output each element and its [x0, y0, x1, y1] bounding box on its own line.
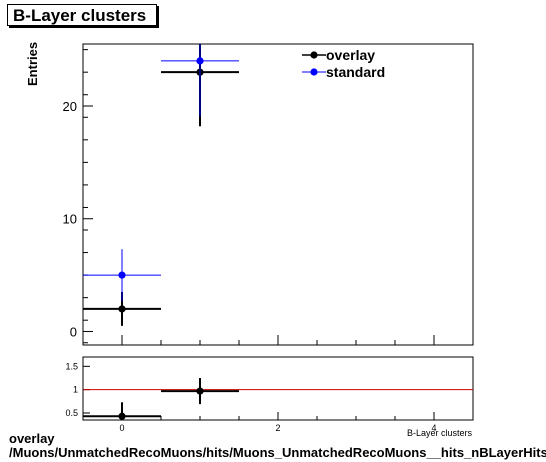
- footer-line-2: /Muons/UnmatchedRecoMuons/hits/Muons_Unm…: [9, 445, 546, 460]
- legend-overlay-label: overlay: [326, 47, 375, 63]
- ratio-point: [118, 412, 126, 420]
- y-tick-label: 20: [63, 99, 77, 114]
- main-plot-frame: [82, 43, 474, 346]
- x-tick-label: 4: [431, 423, 436, 433]
- legend-standard-marker: [310, 68, 318, 76]
- y-tick-label: 0: [70, 324, 77, 339]
- chart-title: B-Layer clusters: [7, 4, 157, 26]
- standard-point: [196, 57, 204, 65]
- ratio-plot-frame: [82, 356, 474, 421]
- main-data-marks: [83, 44, 239, 326]
- ratio-point: [196, 387, 204, 395]
- footer-caption: overlay /Muons/UnmatchedRecoMuons/hits/M…: [9, 432, 546, 460]
- footer-line-1: overlay: [9, 431, 55, 446]
- x-tick-label: 0: [119, 423, 124, 433]
- y-tick-label: 10: [63, 212, 77, 227]
- ratio-y-tick-label: 1: [73, 385, 78, 395]
- ratio-axes: 0.5 1 1.5 0 2 4: [65, 361, 474, 433]
- x-axis-title: B-Layer clusters: [407, 428, 473, 438]
- main-axes: 0 10 20: [63, 49, 474, 345]
- legend-overlay-marker: [310, 51, 318, 59]
- ratio-y-tick-label: 1.5: [65, 361, 78, 371]
- legend: overlay standard: [302, 47, 385, 80]
- x-tick-label: 2: [275, 423, 280, 433]
- legend-standard-label: standard: [326, 64, 385, 80]
- ratio-y-tick-label: 0.5: [65, 408, 78, 418]
- overlay-point: [118, 305, 126, 313]
- ratio-data-marks: [83, 378, 239, 420]
- standard-point: [118, 271, 126, 279]
- y-axis-title: Entries: [25, 42, 40, 86]
